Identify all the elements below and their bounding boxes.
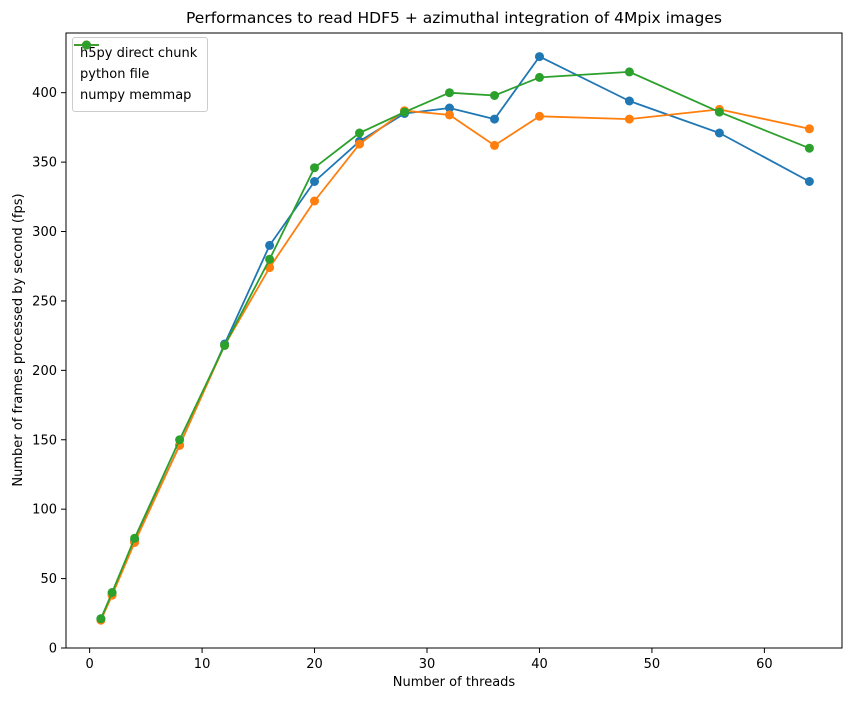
data-point-python-file (535, 111, 544, 121)
data-point-numpy-memmap (265, 254, 275, 264)
data-point-numpy-memmap (355, 128, 364, 138)
data-point-h5py-direct-chunk (535, 52, 544, 62)
legend-label: numpy memmap (80, 88, 192, 103)
x-tick-label: 60 (756, 657, 773, 672)
y-tick-label: 200 (32, 364, 57, 379)
data-point-h5py-direct-chunk (490, 114, 499, 124)
y-tick-label: 100 (32, 503, 57, 518)
data-point-python-file (355, 139, 364, 149)
data-point-h5py-direct-chunk (310, 177, 319, 186)
series-line-h5py-direct-chunk (100, 55, 810, 620)
data-point-python-file (310, 196, 319, 206)
data-point-h5py-direct-chunk (445, 103, 454, 113)
data-point-h5py-direct-chunk (804, 177, 814, 186)
legend-label: h5py direct chunk (80, 46, 198, 61)
data-point-h5py-direct-chunk (265, 240, 275, 250)
data-point-numpy-memmap (624, 67, 634, 77)
data-point-h5py-direct-chunk (714, 128, 724, 138)
data-point-numpy-memmap (96, 614, 106, 624)
data-point-numpy-memmap (130, 533, 140, 543)
y-tick-label: 50 (40, 572, 57, 587)
x-axis-label: Number of threads (392, 675, 516, 690)
y-tick-label: 300 (32, 225, 57, 240)
x-tick-label: 0 (85, 657, 93, 672)
data-point-numpy-memmap (400, 107, 409, 117)
data-point-numpy-memmap (445, 88, 454, 98)
data-point-numpy-memmap (310, 163, 319, 173)
legend-item-python-file: python file (74, 40, 197, 85)
data-point-numpy-memmap (175, 435, 185, 445)
data-point-python-file (490, 140, 499, 150)
x-tick-label: 20 (306, 657, 323, 672)
series-line-python-file (100, 108, 810, 621)
x-tick-label: 10 (194, 657, 211, 672)
data-point-numpy-memmap (490, 91, 499, 100)
data-point-numpy-memmap (535, 72, 544, 82)
data-point-python-file (804, 124, 814, 134)
data-point-python-file (445, 110, 454, 120)
legend: h5py direct chunk python file numpy memm… (72, 37, 209, 112)
x-tick-label: 30 (419, 657, 436, 672)
data-point-numpy-memmap (220, 340, 230, 350)
data-point-numpy-memmap (714, 107, 724, 117)
plot-area (65, 32, 843, 649)
y-tick-label: 350 (32, 156, 57, 171)
data-point-h5py-direct-chunk (624, 96, 634, 106)
data-point-python-file (624, 114, 634, 124)
y-tick-label: 0 (49, 642, 57, 657)
y-tick-label: 250 (32, 294, 57, 309)
y-tick-label: 150 (32, 433, 57, 448)
x-tick-label: 50 (644, 657, 661, 672)
chart-title: Performances to read HDF5 + azimuthal in… (185, 9, 723, 27)
legend-item-numpy-memmap: numpy memmap (74, 40, 197, 106)
data-point-numpy-memmap (107, 588, 117, 597)
legend-label: python file (80, 67, 150, 82)
y-tick-label: 400 (32, 86, 57, 101)
legend-line-marker-icon (74, 40, 99, 50)
series-line-numpy-memmap (100, 71, 810, 620)
data-point-numpy-memmap (804, 143, 814, 153)
x-tick-label: 40 (531, 657, 548, 672)
